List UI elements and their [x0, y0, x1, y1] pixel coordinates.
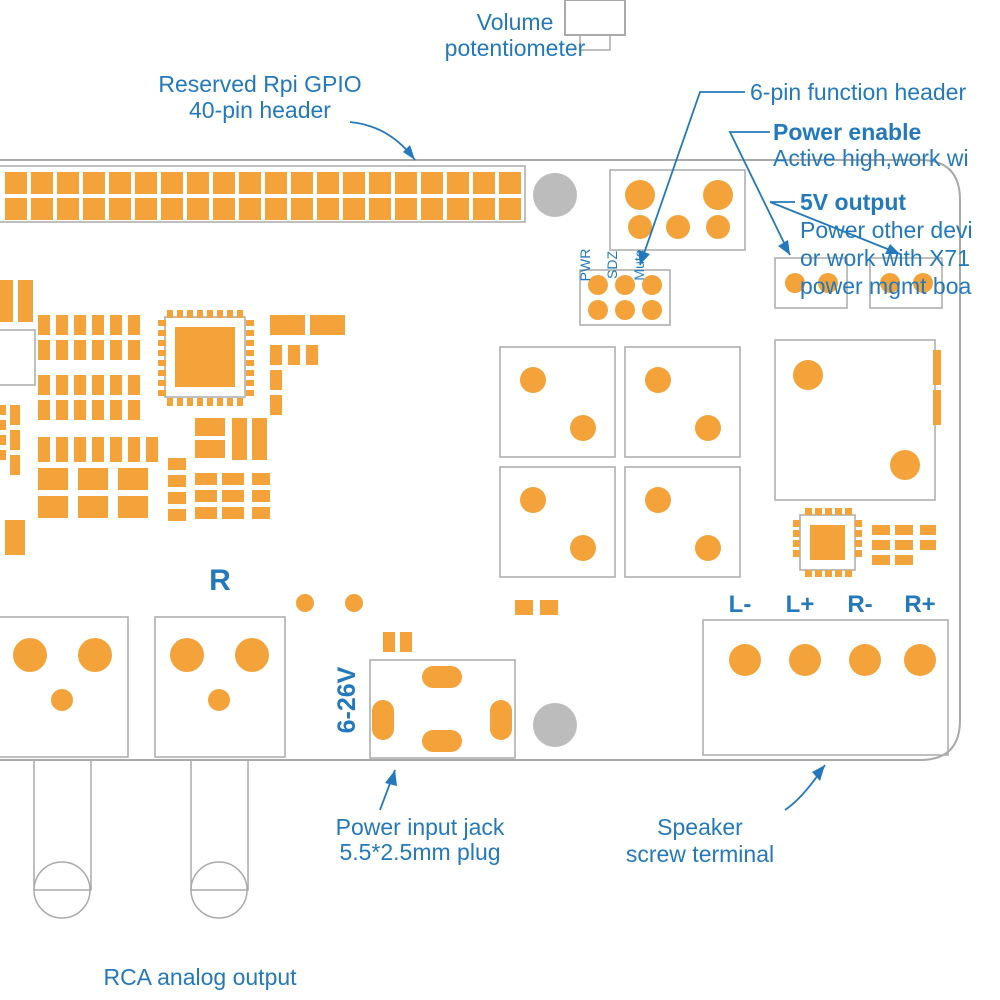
sdz-label: SDZ — [604, 251, 620, 279]
gpio-label-1: Reserved Rpi GPIO — [158, 71, 361, 97]
speaker-label-1: Speaker — [657, 814, 743, 840]
rminus-label: R- — [847, 591, 872, 618]
mount-hole — [533, 173, 577, 217]
power-jack-label-1: Power input jack — [336, 814, 505, 840]
mount-hole — [533, 703, 577, 747]
rca-jack-right — [155, 617, 285, 918]
voltage-label: 6-26V — [333, 666, 361, 733]
gpio-header — [5, 172, 521, 220]
volume-pot-label-1: Volume — [477, 9, 554, 35]
pwr-label: PWR — [577, 249, 593, 282]
mute-label: Mute — [631, 249, 647, 280]
lminus-label: L- — [729, 591, 752, 618]
func-header-label: 6-pin function header — [750, 79, 966, 105]
rplus-label: R+ — [904, 591, 935, 618]
speaker-label-2: screw terminal — [626, 841, 774, 867]
r-label: R — [209, 564, 231, 597]
gpio-label-2: 40-pin header — [189, 97, 331, 123]
smd-cluster — [0, 280, 345, 555]
rca-jack-left — [0, 617, 128, 918]
power-enable-sub: Active high,work wi — [773, 145, 969, 171]
speaker-terminal — [703, 620, 948, 755]
rca-label: RCA analog output — [103, 964, 297, 990]
out5v-sub3: power mgmt boa — [800, 273, 972, 299]
out5v-sub1: Power other devi — [800, 217, 973, 243]
lplus-label: L+ — [786, 591, 815, 618]
capacitor-grid — [500, 347, 740, 577]
volume-pot-label-2: potentiometer — [445, 35, 586, 61]
volume-pot-frame — [565, 0, 625, 35]
power-jack-label-2: 5.5*2.5mm plug — [339, 839, 500, 865]
out5v-label: 5V output — [800, 189, 906, 215]
power-enable-label: Power enable — [773, 119, 921, 145]
